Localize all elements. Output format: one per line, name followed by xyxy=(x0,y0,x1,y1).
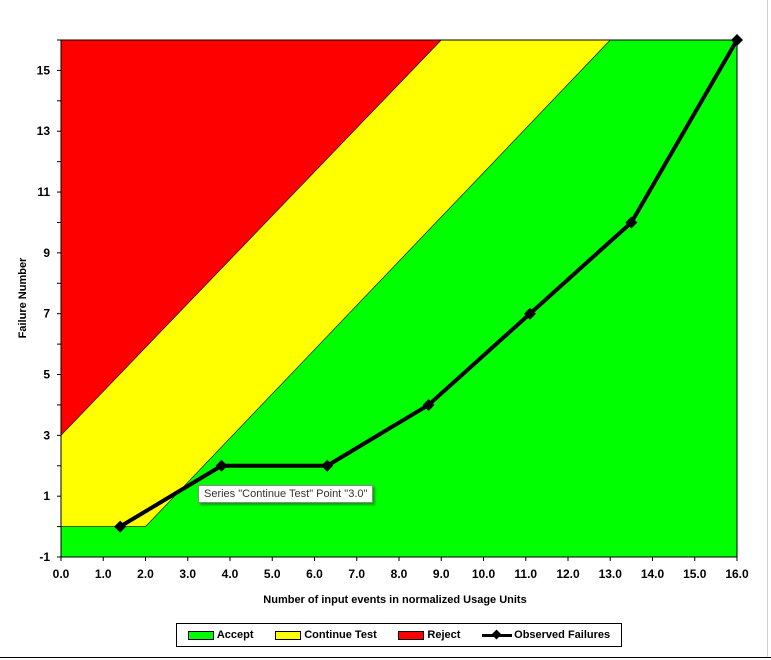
legend-label-continue-test: Continue Test xyxy=(304,629,377,641)
series-point-observed-failures xyxy=(215,459,228,472)
series-point-observed-failures xyxy=(422,398,435,411)
x-tick-label: 10.0 xyxy=(472,567,496,581)
series-point-observed-failures xyxy=(321,459,334,472)
plot-regions xyxy=(60,39,737,557)
x-tick-label: 6.0 xyxy=(306,567,323,581)
y-tick-label: 3 xyxy=(43,428,50,442)
x-tick-label: 11.0 xyxy=(514,567,537,581)
x-tick-label: 16.0 xyxy=(725,567,749,581)
y-axis-title: Failure Number xyxy=(17,257,29,338)
y-tick-label: 9 xyxy=(43,246,50,260)
x-tick-label: 2.0 xyxy=(137,567,154,581)
series-point-observed-failures xyxy=(625,216,638,229)
x-tick-label: 0.0 xyxy=(53,567,70,581)
x-tick-label: 12.0 xyxy=(556,567,580,581)
chart-tooltip: Series "Continue Test" Point "3.0" xyxy=(198,485,374,503)
legend-item-accept: Accept xyxy=(187,629,254,641)
x-tick-label: 4.0 xyxy=(222,567,239,581)
legend-item-continue-test: Continue Test xyxy=(275,629,377,641)
legend-item-observed-failures: Observed Failures xyxy=(482,629,610,641)
x-axis-ticks: 0.0 1.0 2.0 3.0 4.0 5.0 6.0 7.0 8.0 9.0 10.0 11.0 12… xyxy=(53,557,749,581)
legend-swatch-accept xyxy=(187,630,214,640)
y-tick-label: 7 xyxy=(43,307,50,321)
legend-label-accept: Accept xyxy=(216,629,254,641)
legend-swatch-reject xyxy=(398,630,425,640)
series-point-observed-failures xyxy=(523,307,536,320)
x-tick-label: 5.0 xyxy=(264,567,281,581)
plot-series xyxy=(114,34,743,533)
y-tick-label: -1 xyxy=(39,550,50,564)
x-tick-label: 1.0 xyxy=(95,567,112,581)
y-tick-label: 15 xyxy=(37,63,51,77)
x-tick-label: 9.0 xyxy=(433,567,450,581)
x-tick-label: 14.0 xyxy=(641,567,665,581)
y-tick-label: 13 xyxy=(37,124,51,138)
x-tick-label: 3.0 xyxy=(179,567,196,581)
legend-swatch-continue-test xyxy=(275,630,302,640)
legend-item-reject: Reject xyxy=(398,629,460,641)
series-point-observed-failures xyxy=(114,520,127,533)
y-tick-label: 5 xyxy=(43,368,50,382)
frame-right-border xyxy=(767,0,768,657)
x-tick-label: 7.0 xyxy=(348,567,365,581)
x-tick-label: 13.0 xyxy=(599,567,623,581)
frame-bottom-border xyxy=(0,657,771,658)
y-tick-label: 11 xyxy=(37,185,50,199)
x-axis-title: Number of input events in normalized Usa… xyxy=(263,594,526,606)
x-tick-label: 8.0 xyxy=(391,567,408,581)
x-tick-label: 15.0 xyxy=(683,567,707,581)
legend-line-observed-failures xyxy=(482,633,513,637)
legend-label-observed-failures: Observed Failures xyxy=(514,629,611,641)
y-tick-label: 1 xyxy=(43,489,50,503)
legend-label-reject: Reject xyxy=(427,629,461,641)
legend: Accept Continue Test Reject Observed Fai… xyxy=(176,623,622,647)
